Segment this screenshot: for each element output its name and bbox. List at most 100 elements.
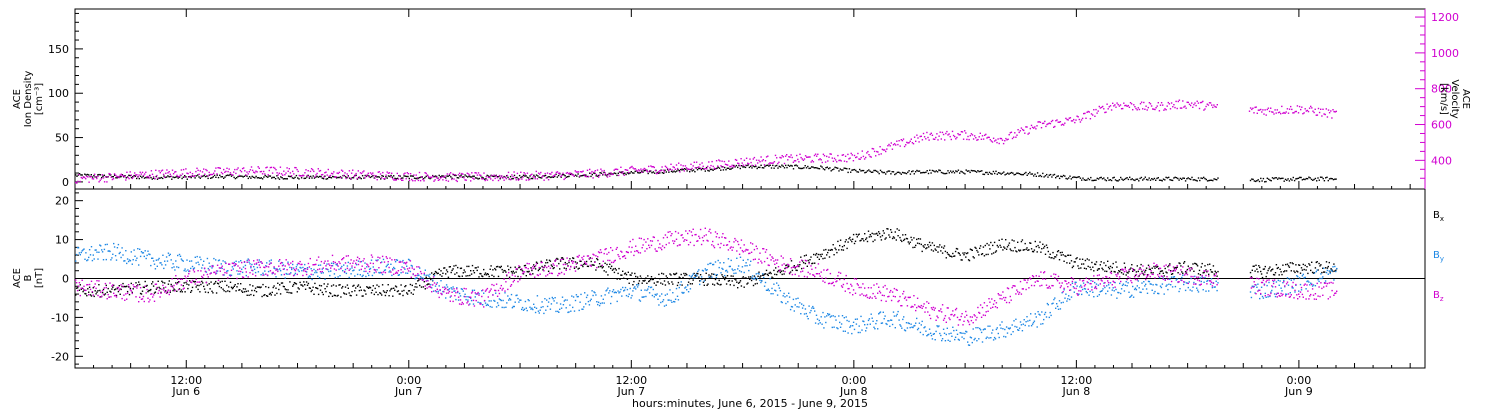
density-point [297,177,299,179]
bx-point [934,248,936,250]
bx-point [721,274,723,276]
by-point [908,322,910,325]
density-point [1190,178,1192,181]
bx-point [546,259,548,261]
by-point [544,298,546,300]
by-point [851,332,853,335]
velocity-point [122,175,125,177]
by-point [132,259,134,261]
density-point [830,170,832,172]
by-point [365,275,367,278]
bx-point [79,284,81,286]
density-point [91,176,94,178]
by-point [593,291,595,293]
bx-point [916,238,918,241]
velocity-point [689,168,691,171]
bx-point [428,283,430,285]
density-point [916,169,918,172]
velocity-point [374,177,376,179]
bx-point [566,263,568,265]
density-point [890,173,892,175]
by-point [685,286,687,288]
velocity-point [921,139,924,141]
velocity-point [1291,108,1293,111]
bx-point [1217,270,1219,273]
velocity-point [1080,119,1083,121]
by-point [678,286,680,289]
velocity-point [329,174,332,177]
by-point [809,311,811,314]
density-point [1326,176,1328,178]
bx-point [1139,267,1141,269]
by-point [1250,296,1253,299]
velocity-point [337,172,339,175]
by-point [1117,291,1119,294]
velocity-point [762,159,764,161]
density-point [574,174,577,176]
velocity-point [684,165,687,167]
bx-point [304,288,307,290]
bx-point [653,282,655,284]
bx-point [705,272,707,274]
by-point [653,296,655,298]
velocity-point [529,178,531,181]
velocity-point [216,173,218,175]
velocity-point [377,171,379,173]
by-point [1058,300,1061,302]
velocity-point [645,170,648,172]
by-point [235,260,237,262]
by-point [929,332,932,334]
density-point [711,168,713,171]
velocity-point [365,175,367,177]
bx-point [810,256,812,258]
velocity-point [458,172,461,174]
velocity-point [504,176,506,179]
velocity-point [500,176,502,179]
bx-point [645,277,647,279]
bx-point [162,281,164,284]
by-point [253,266,255,268]
by-point [780,301,782,303]
bx-point [660,282,662,284]
by-point [1110,294,1113,296]
bx-point [1109,265,1112,268]
bx-point [201,280,203,283]
by-point [608,292,610,294]
density-point [525,175,527,177]
velocity-point [880,153,882,155]
bx-point [695,275,697,277]
by-point [987,325,989,327]
by-point [793,310,795,312]
density-point [763,167,765,169]
bx-point [1010,249,1012,252]
velocity-point [1130,103,1133,105]
by-point [1296,275,1298,277]
velocity-point [787,159,789,161]
x-tick-time-label: 12:00 [615,374,647,387]
velocity-point [572,174,574,176]
bx-point [149,289,151,292]
density-point [247,177,249,180]
velocity-point [199,170,201,172]
bx-point [701,278,704,280]
density-point [705,166,708,169]
bx-point [97,290,99,292]
by-point [286,273,288,275]
by-point [1082,282,1085,284]
density-point [664,169,666,171]
by-point [875,322,877,325]
by-point [169,253,171,256]
density-point [961,171,963,173]
by-point [1039,314,1041,316]
bx-point [802,262,805,264]
density-point [464,174,466,176]
density-point [102,175,104,177]
bx-point [142,286,145,288]
by-point [90,246,93,248]
velocity-point [949,135,951,138]
density-point [481,176,483,178]
bx-point [1210,271,1213,273]
density-point [951,171,953,174]
x-axis-label: hours:minutes, June 6, 2015 - June 9, 20… [632,397,868,410]
bx-point [521,270,524,272]
